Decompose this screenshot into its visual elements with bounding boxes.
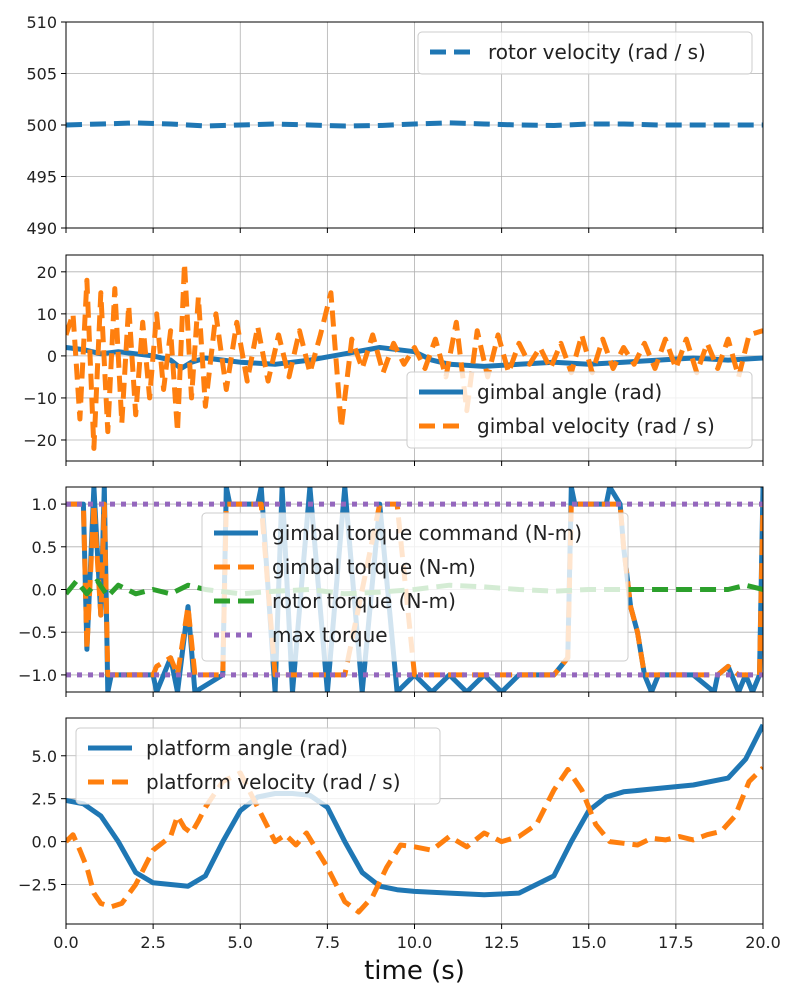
y-tick-label: 505	[26, 65, 57, 84]
legend-label: rotor torque (N-m)	[272, 589, 456, 613]
series-line-1	[66, 487, 763, 692]
legend-label: gimbal torque command (N-m)	[272, 521, 582, 545]
x-tick-label: 7.5	[315, 933, 340, 952]
legend: rotor velocity (rad / s)	[417, 31, 753, 75]
y-tick-label: 20	[37, 263, 57, 282]
y-tick-label: 5.0	[32, 747, 57, 766]
y-tick-label: −1.0	[18, 666, 57, 685]
x-tick-label: 15.0	[571, 933, 607, 952]
legend-label: rotor velocity (rad / s)	[488, 40, 706, 64]
x-tick-label: 2.5	[140, 933, 165, 952]
series-line-2	[66, 260, 763, 451]
series-group	[66, 260, 763, 451]
panel-1: 490 495 500 505 510 rotor velocity (rad / s)	[26, 13, 764, 238]
y-tick-label: −10	[23, 389, 57, 408]
x-tick-label: 0.0	[53, 933, 78, 952]
panel-3: −1.0 −0.5 0.0 0.5 1.0 gimbal torque command (…	[18, 486, 764, 697]
y-tick-label: 490	[26, 219, 57, 238]
x-tick-label: 12.5	[484, 933, 520, 952]
series-line-1	[66, 345, 763, 371]
legend-box	[406, 371, 753, 449]
y-tick-label: 1.0	[32, 495, 57, 514]
series-group	[66, 723, 763, 915]
series-line-2	[66, 501, 763, 678]
legend-box	[417, 31, 753, 75]
legend-label: gimbal torque (N-m)	[272, 555, 476, 579]
y-tick-label: −2.5	[18, 876, 57, 895]
y-tick-label: −20	[23, 431, 57, 450]
y-tick-label: 2.5	[32, 790, 57, 809]
y-tick-label: 495	[26, 168, 57, 187]
legend-box	[201, 512, 629, 662]
series-line-1	[66, 723, 763, 898]
y-tick-label: 10	[37, 305, 57, 324]
legend-box	[75, 727, 441, 805]
legend-label: gimbal velocity (rad / s)	[477, 414, 715, 438]
y-tick-label: −0.5	[18, 623, 57, 642]
y-tick-label: 500	[26, 116, 57, 135]
y-tick-label: 510	[26, 13, 57, 32]
panel-2: −20 −10 0 10 20 gimbal angle (rad) gimbal velo…	[23, 254, 764, 466]
legend-label: gimbal angle (rad)	[477, 380, 662, 404]
y-tick-label: 0.0	[32, 581, 57, 600]
legend: gimbal torque command (N-m) gimbal torque…	[201, 512, 629, 662]
legend-label: max torque	[272, 623, 388, 647]
legend-label: platform angle (rad)	[146, 736, 348, 760]
y-tick-label: 0	[47, 347, 57, 366]
series-group	[66, 120, 763, 129]
series-line-2	[66, 766, 763, 915]
series-line-1	[66, 120, 763, 129]
x-axis-label: time (s)	[364, 956, 465, 986]
x-tick-label: 20.0	[745, 933, 781, 952]
legend-label: platform velocity (rad / s)	[146, 770, 401, 794]
legend: platform angle (rad) platform velocity (r…	[75, 727, 441, 805]
y-tick-label: 0.0	[32, 833, 57, 852]
panel-4: −2.5 0.0 2.5 5.0 0.0 2.5 5.0 7.5 10.0 12.5 15.0 17.…	[18, 717, 781, 986]
x-tick-label: 17.5	[658, 933, 694, 952]
y-tick-label: 0.5	[32, 538, 57, 557]
x-tick-label: 5.0	[228, 933, 253, 952]
legend: gimbal angle (rad) gimbal velocity (rad /…	[406, 371, 753, 449]
x-tick-label: 10.0	[397, 933, 433, 952]
